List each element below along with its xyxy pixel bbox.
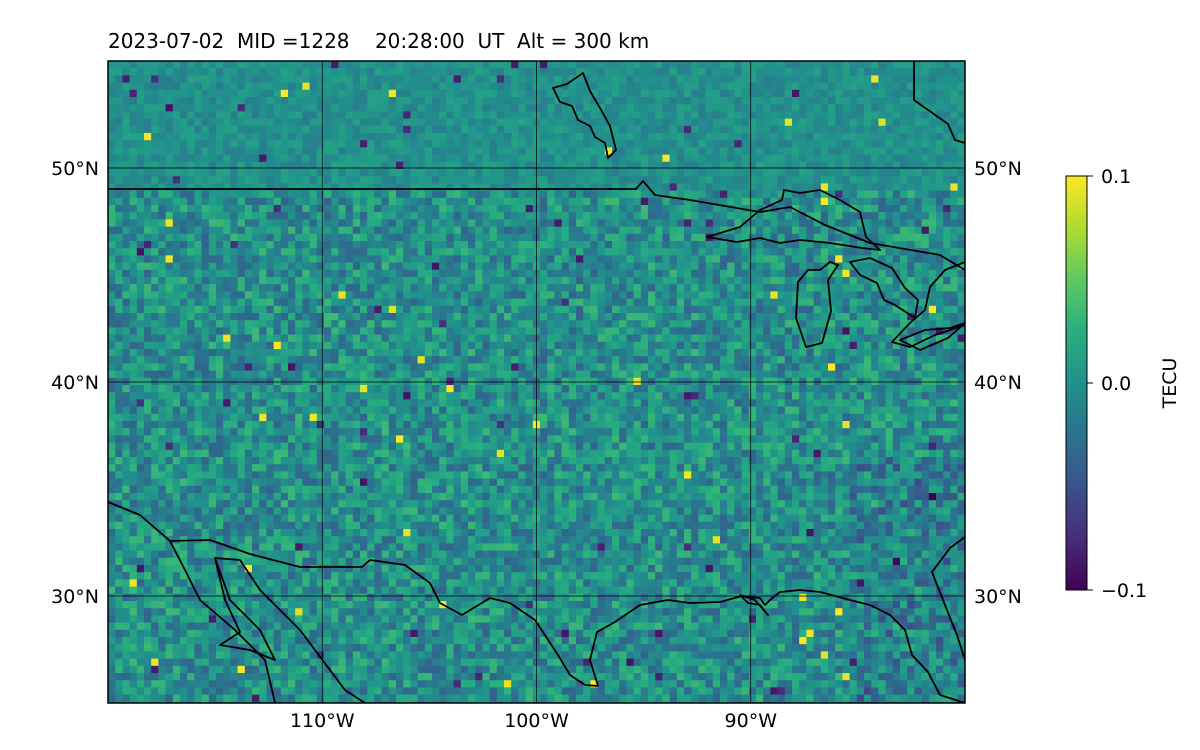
colorbar-tick-label: −0.1	[1101, 580, 1147, 602]
colorbar-label: TECU	[1159, 358, 1181, 410]
lat-tick-label-right: 30°N	[974, 586, 1022, 608]
lat-tick-label-left: 30°N	[51, 586, 99, 608]
hudson-bay-coast	[552, 72, 617, 159]
tec-pixel-field	[108, 61, 965, 703]
colorbar-tick-label: 0.1	[1101, 166, 1131, 188]
us-mexico-border	[169, 539, 599, 687]
latitude-labels-left: 50°N 40°N 30°N	[51, 158, 99, 608]
ontario-shore	[891, 261, 965, 348]
northeast-coast	[913, 61, 965, 144]
colorbar-tick-label: 0.0	[1101, 373, 1131, 395]
lat-tick-label-left: 50°N	[51, 158, 99, 180]
coastlines	[108, 61, 965, 703]
us-canada-border	[108, 180, 965, 271]
longitude-labels: 110°W 100°W 90°W	[290, 710, 777, 732]
mississippi-delta	[739, 594, 769, 616]
lat-tick-label-left: 40°N	[51, 372, 99, 394]
baja-west	[214, 557, 276, 661]
lake-michigan	[795, 261, 839, 348]
map-title: 2023-07-02 MID =1228 20:28:00 UT Alt = 3…	[108, 29, 650, 53]
lake-erie	[899, 322, 965, 351]
lake-superior	[706, 189, 881, 251]
colorbar-gradient	[1065, 175, 1088, 591]
lat-tick-label-right: 40°N	[974, 372, 1022, 394]
lat-tick-label-right: 50°N	[974, 158, 1022, 180]
lon-tick-label: 110°W	[290, 710, 355, 732]
baja-peninsula	[108, 501, 276, 703]
atlantic-coast	[931, 536, 965, 661]
map-frame	[107, 60, 966, 704]
gulf-of-california	[214, 557, 366, 703]
lon-tick-label: 90°W	[725, 710, 778, 732]
gulf-coast	[589, 589, 965, 703]
colorbar-ticks: 0.1 0.0 −0.1	[1087, 166, 1147, 602]
latitude-labels-right: 50°N 40°N 30°N	[974, 158, 1022, 608]
lon-tick-label: 100°W	[504, 710, 569, 732]
map-gridlines	[108, 61, 965, 703]
